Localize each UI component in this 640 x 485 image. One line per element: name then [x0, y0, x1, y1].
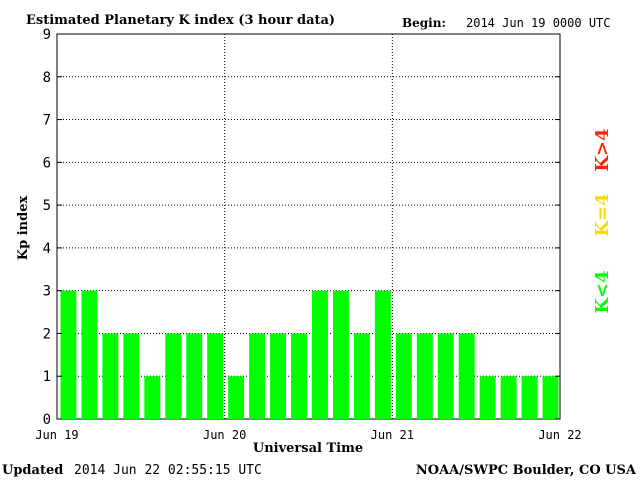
- kp-bar: [228, 376, 245, 419]
- x-tick-label: Jun 19: [35, 428, 78, 442]
- updated-label: Updated: [2, 463, 63, 478]
- y-axis-ticks: 0 1 2 3 4 5 6 7 8 9: [43, 27, 560, 428]
- kp-bar: [374, 290, 391, 419]
- kp-bar: [81, 290, 98, 419]
- y-tick-label: 9: [43, 27, 51, 43]
- source-credit: NOAA/SWPC Boulder, CO USA: [416, 463, 637, 478]
- kp-bar: [165, 333, 182, 419]
- kp-bar: [500, 376, 517, 419]
- kp-bar: [291, 333, 307, 419]
- legend-mid: K=4: [592, 193, 613, 236]
- kp-bar: [521, 376, 538, 419]
- kp-bar: [207, 333, 224, 419]
- y-tick-label: 4: [43, 241, 51, 257]
- grid-lines: [57, 34, 560, 419]
- kp-bar: [353, 333, 370, 419]
- kp-bar: [312, 290, 328, 419]
- begin-label: Begin:: [402, 16, 446, 30]
- bar-series: [60, 290, 559, 419]
- kp-bar: [186, 333, 203, 419]
- legend-high: K>4: [592, 128, 613, 171]
- chart-title: Estimated Planetary K index (3 hour data…: [26, 13, 335, 28]
- x-tick-label: Jun 21: [371, 428, 414, 442]
- begin-value: 2014 Jun 19 0000 UTC: [466, 16, 611, 30]
- kp-bar: [416, 333, 433, 419]
- kp-bar: [123, 333, 140, 419]
- kp-bar: [249, 333, 266, 419]
- kp-bar: [102, 333, 119, 419]
- y-tick-label: 3: [43, 284, 51, 300]
- kp-bar: [395, 333, 412, 419]
- x-axis-label: Universal Time: [253, 441, 363, 456]
- x-axis-ticks: Jun 19 Jun 20 Jun 21 Jun 22: [35, 428, 581, 442]
- y-tick-label: 0: [43, 412, 51, 428]
- y-axis-label: Kp index: [16, 196, 31, 261]
- kp-bar: [479, 376, 496, 419]
- y-tick-label: 2: [43, 326, 51, 342]
- kp-bar: [437, 333, 454, 419]
- kp-bar: [542, 376, 559, 419]
- legend-low: K<4: [592, 270, 613, 313]
- kp-bar: [332, 290, 349, 419]
- kp-bar: [458, 333, 475, 419]
- y-tick-label: 5: [43, 198, 51, 214]
- y-tick-label: 6: [43, 155, 51, 171]
- x-tick-label: Jun 20: [203, 428, 246, 442]
- kp-bar: [60, 290, 77, 419]
- kp-bar: [270, 333, 287, 419]
- x-tick-label: Jun 22: [538, 428, 581, 442]
- y-tick-label: 7: [43, 113, 51, 129]
- kp-bar: [144, 376, 161, 419]
- y-tick-label: 8: [43, 70, 51, 86]
- y-tick-label: 1: [43, 369, 51, 385]
- updated-value: 2014 Jun 22 02:55:15 UTC: [74, 463, 262, 478]
- plot-area: [56, 33, 561, 420]
